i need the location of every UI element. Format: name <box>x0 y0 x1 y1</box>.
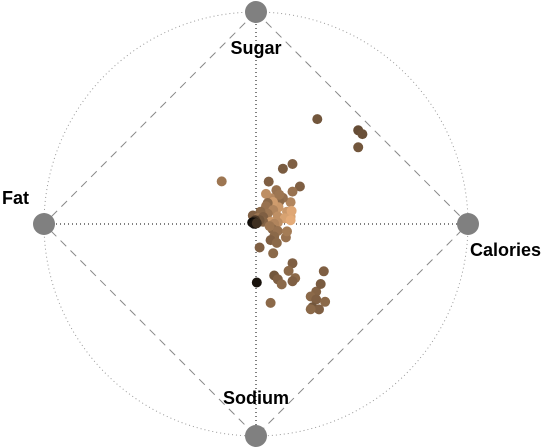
data-point <box>264 221 275 232</box>
data-point <box>353 142 364 153</box>
data-point <box>320 296 331 307</box>
anchor-label-fat: Fat <box>2 188 29 208</box>
anchor-label-calories: Calories <box>470 240 541 260</box>
data-point <box>277 163 288 174</box>
anchor-dot-sodium <box>245 425 267 447</box>
data-point <box>268 248 279 259</box>
data-point <box>282 226 292 237</box>
anchor-dot-fat <box>33 213 55 235</box>
data-point <box>357 129 368 140</box>
anchor-label-sodium: Sodium <box>223 388 289 408</box>
data-point <box>287 159 298 169</box>
data-point <box>287 276 298 287</box>
anchors-layer: Sugar Calories Sodium Fat <box>2 1 541 447</box>
anchor-polygon <box>43 11 469 437</box>
data-point <box>286 205 297 216</box>
data-point <box>305 304 316 315</box>
data-point <box>216 176 227 187</box>
data-point <box>315 279 326 289</box>
data-point <box>265 297 276 308</box>
data-point <box>274 189 285 200</box>
data-point <box>285 215 296 226</box>
points-layer <box>216 114 368 315</box>
data-point <box>276 279 287 290</box>
data-point <box>263 176 274 187</box>
data-point <box>254 242 265 253</box>
data-point <box>311 294 322 305</box>
data-point <box>261 188 271 199</box>
data-point <box>287 258 298 269</box>
data-point <box>312 114 323 125</box>
data-point <box>318 266 329 277</box>
data-point <box>283 265 294 276</box>
anchor-dot-calories <box>457 213 479 235</box>
data-point <box>287 186 298 197</box>
anchor-label-sugar: Sugar <box>230 38 281 58</box>
data-point <box>314 304 324 315</box>
data-point <box>285 197 296 208</box>
anchor-dot-sugar <box>245 1 267 23</box>
data-point <box>294 181 305 192</box>
data-point <box>251 218 262 229</box>
data-point <box>251 277 262 288</box>
data-point <box>271 237 282 248</box>
